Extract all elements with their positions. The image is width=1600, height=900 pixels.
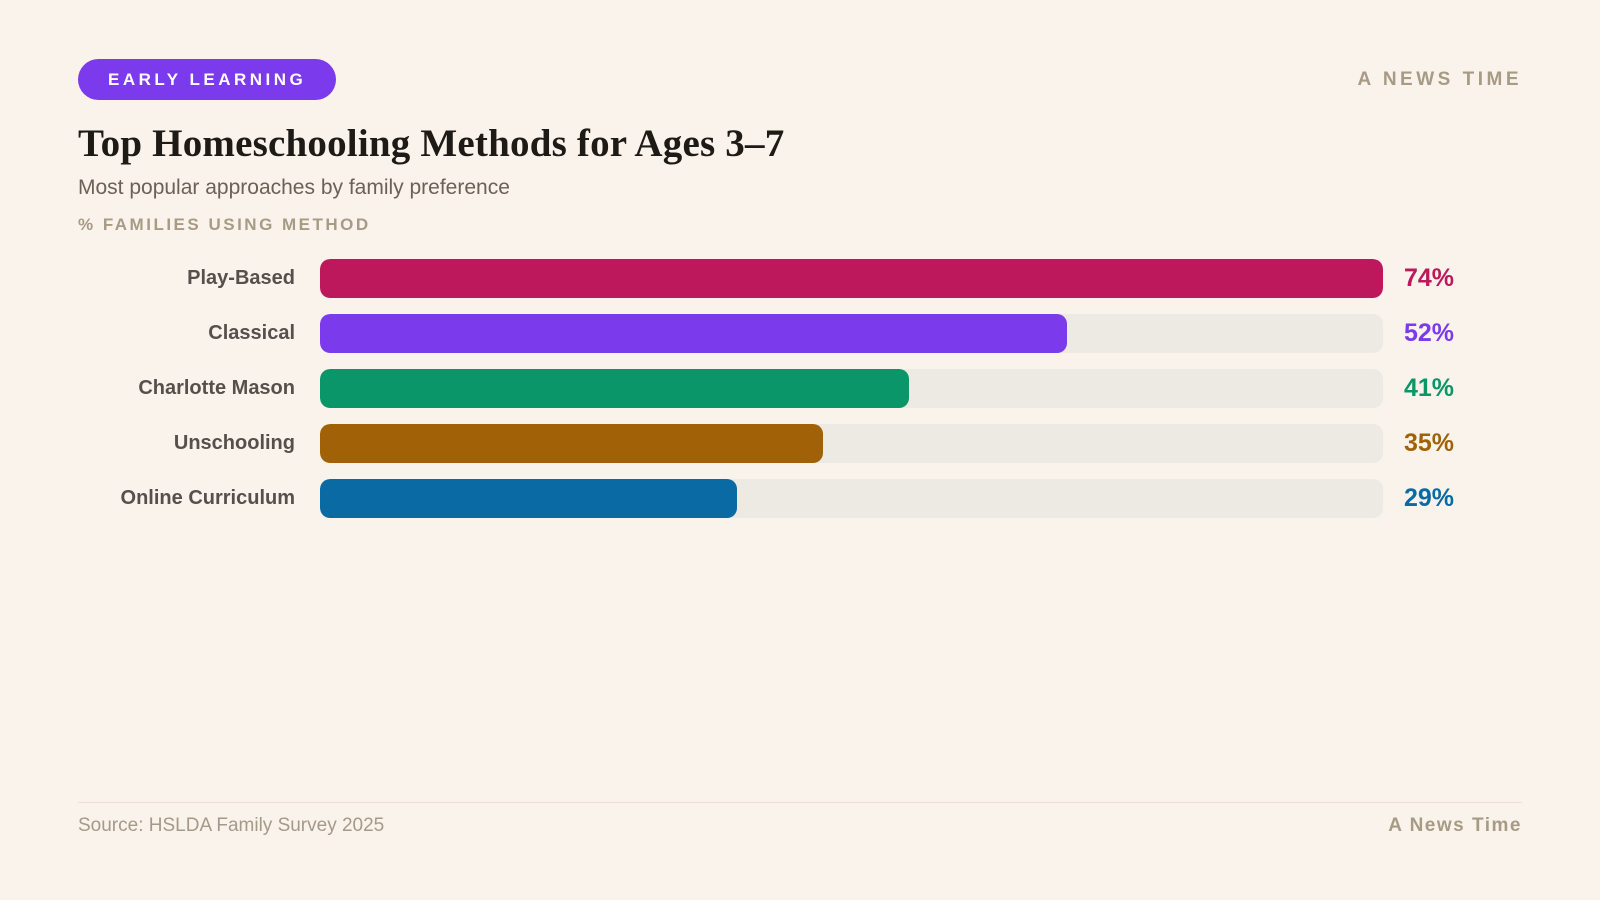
chart-subtitle: Most popular approaches by family prefer… xyxy=(78,176,510,199)
bar-track xyxy=(320,314,1383,353)
category-label: Unschooling xyxy=(173,432,295,454)
chart-title: Top Homeschooling Methods for Ages 3–7 xyxy=(78,122,785,165)
value-label: 35% xyxy=(1404,429,1455,457)
chart-row: Unschooling 35% xyxy=(78,416,1522,471)
category-label: Charlotte Mason xyxy=(138,377,295,399)
value-label: 74% xyxy=(1404,264,1455,292)
card-header: EARLY LEARNING A NEWS TIME xyxy=(78,0,1522,100)
chart-row: Online Curriculum 29% xyxy=(78,471,1522,526)
value-label: 29% xyxy=(1404,484,1455,512)
bar-fill xyxy=(320,369,909,408)
source-note: Source: HSLDA Family Survey 2025 xyxy=(78,815,385,836)
category-badge: EARLY LEARNING xyxy=(78,59,337,100)
bar-track xyxy=(320,424,1383,463)
category-badge-label: EARLY LEARNING xyxy=(108,69,307,89)
chart-row: Classical 52% xyxy=(78,306,1522,361)
value-label: 41% xyxy=(1404,374,1455,402)
card-footer: Source: HSLDA Family Survey 2025 A News … xyxy=(78,802,1522,837)
bar-track xyxy=(320,479,1383,518)
value-label: 52% xyxy=(1404,319,1455,347)
bar-fill xyxy=(320,259,1383,298)
brand-wordmark: A NEWS TIME xyxy=(1357,68,1522,90)
axis-unit-label: % FAMILIES USING METHOD xyxy=(78,215,371,234)
category-label: Online Curriculum xyxy=(120,487,295,509)
bar-track xyxy=(320,259,1383,298)
bar-track xyxy=(320,369,1383,408)
bar-fill xyxy=(320,424,823,463)
bar-fill xyxy=(320,314,1067,353)
bar-chart: Play-Based 74% Classical 52% Charlotte Mason… xyxy=(78,251,1522,526)
chart-row: Charlotte Mason 41% xyxy=(78,361,1522,416)
category-label: Play-Based xyxy=(187,267,295,289)
bar-fill xyxy=(320,479,737,518)
footer-brand-wordmark: A News Time xyxy=(1388,815,1522,836)
category-label: Classical xyxy=(208,322,295,344)
chart-row: Play-Based 74% xyxy=(78,251,1522,306)
